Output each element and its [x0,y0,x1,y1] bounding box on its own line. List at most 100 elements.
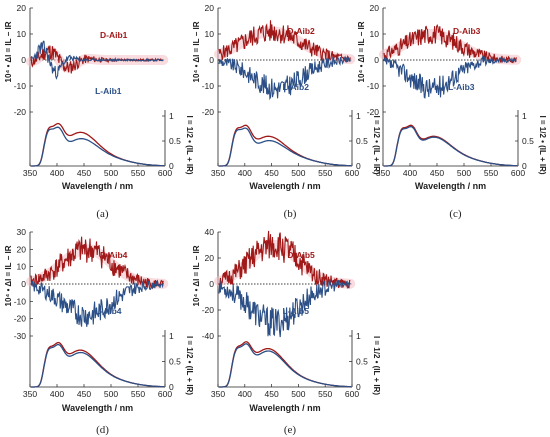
x-tick-label: 450 [430,168,444,178]
series-line-l-aib4 [30,280,164,327]
series-label-d-aib1: D-Aib1 [100,30,128,40]
cpl-tick-label: -20 [14,314,27,324]
x-tick-label: 500 [104,389,118,399]
cpl-tick-label: -10 [202,81,215,91]
x-tick-label: 550 [484,168,498,178]
int-tick-label: 0.5 [356,136,368,146]
int-tick-label: 0 [522,161,527,171]
y-axis-label-right: I = 1/2 • (IL + IR) [185,336,194,395]
int-tick-label: 0 [356,382,361,392]
x-tick-label: 400 [50,168,64,178]
x-tick-label: 550 [318,389,332,399]
y-axis-label-right: I = 1/2 • (IL + IR) [372,336,381,395]
panel-caption: (d) [96,424,109,436]
x-tick-label: 450 [77,389,91,399]
series-label-d-aib5: D-Aib5 [287,250,315,260]
x-axis-label: Wavelength / nm [415,181,486,191]
x-tick-label: 500 [457,168,471,178]
x-axis-label: Wavelength / nm [62,403,133,413]
intensity-line-blue [219,127,351,167]
y-axis-label-right: I = 1/2 • (IL + IR) [372,115,381,174]
series-line-l-aib2 [218,55,351,101]
y-axis-label-left: 10⁴ • ΔI = IL − IR [4,21,13,82]
cpl-tick-label: 10 [370,29,380,39]
panel-e: -40 -20 0 20 40 350 400 450 500 550 600 Wavelength … [192,227,381,436]
panel-caption: (b) [284,208,297,220]
intensity-line-red [219,124,351,167]
y-axis-label-right: I = 1/2 • (IL + IR) [185,115,194,174]
cpl-tick-label: -20 [14,107,27,117]
panel-caption: (c) [449,208,462,220]
cpl-tick-label: -40 [202,331,215,341]
series-line-d-aib3 [383,24,517,64]
y-axis-label-right: I = 1/2 • (IL + IR) [538,115,547,174]
cpl-tick-label: 20 [17,244,27,254]
series-line-d-aib5 [218,230,351,289]
cpl-tick-label: 0 [21,55,26,65]
cpl-tick-label: 20 [205,253,215,263]
int-tick-label: 1 [356,331,361,341]
x-tick-label: 400 [238,389,252,399]
cpl-tick-label: -30 [14,331,27,341]
int-tick-label: 0.5 [169,357,181,367]
x-tick-label: 500 [291,389,305,399]
x-tick-label: 600 [345,389,359,399]
series-label-l-aib3: L-Aib3 [448,82,475,92]
cpl-tick-label: 20 [17,3,27,13]
x-tick-label: 350 [23,168,37,178]
y-axis-label-left: 10⁴ • ΔI = IL − IR [192,245,201,306]
intensity-line-blue [384,125,517,167]
x-tick-label: 600 [345,168,359,178]
cpl-tick-label: 10 [17,29,27,39]
int-tick-label: 1 [356,111,361,121]
int-tick-label: 0.5 [356,357,368,367]
cpl-tick-label: 10 [17,262,27,272]
x-tick-label: 400 [238,168,252,178]
panel-caption: (a) [96,208,109,220]
cpl-tick-label: 30 [17,227,27,237]
series-line-l-aib3 [383,55,517,99]
int-tick-label: 1 [522,111,527,121]
series-label-d-aib4: D-Aib4 [100,250,128,260]
x-tick-label: 600 [158,389,172,399]
x-tick-label: 550 [131,168,145,178]
int-tick-label: 0.5 [169,136,181,146]
panel-caption: (e) [284,424,297,436]
cpl-tick-label: -10 [14,81,27,91]
series-label-l-aib1: L-Aib1 [95,86,122,96]
intensity-line-blue [219,343,351,388]
x-axis-label: Wavelength / nm [62,181,133,191]
x-tick-label: 500 [104,168,118,178]
y-axis-label-left: 10⁴ • ΔI = IL − IR [357,21,366,82]
cpl-tick-label: -20 [202,305,215,315]
int-tick-label: 0.5 [522,136,534,146]
int-tick-label: 0 [356,161,361,171]
series-line-l-aib1 [30,40,164,80]
int-tick-label: 1 [169,331,174,341]
cpl-tick-label: 0 [21,279,26,289]
x-tick-label: 600 [511,168,525,178]
cpl-tick-label: -20 [202,107,215,117]
cpl-tick-label: 40 [205,227,215,237]
cpl-tick-label: -10 [367,81,380,91]
cpl-tick-label: 10 [205,29,215,39]
series-line-d-aib4 [30,236,164,290]
x-tick-label: 400 [50,389,64,399]
cpl-tick-label: 20 [370,3,380,13]
series-line-l-aib5 [218,278,351,338]
cpl-tick-label: 0 [209,279,214,289]
series-label-l-aib5: L-Aib5 [282,306,309,316]
series-glow [214,26,356,65]
series-label-d-aib3: D-Aib3 [453,26,481,36]
intensity-line-red [31,122,164,167]
int-tick-label: 0 [169,382,174,392]
cpl-tick-label: 0 [374,55,379,65]
int-tick-label: 1 [169,111,174,121]
y-axis-label-left: 10⁴ • ΔI = IL − IR [192,21,201,82]
int-tick-label: 0 [169,161,174,171]
